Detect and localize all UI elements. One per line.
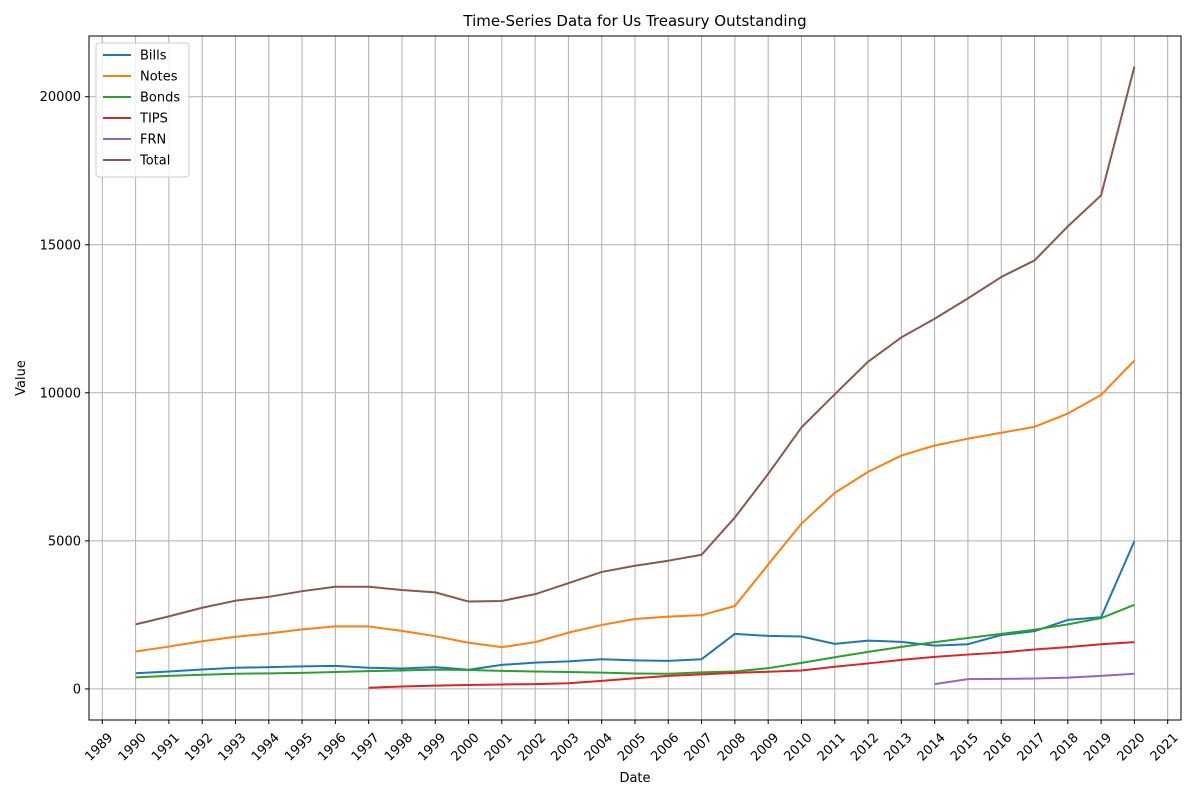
legend-label-frn: FRN bbox=[140, 133, 166, 148]
y-axis-label: Value bbox=[14, 360, 29, 396]
legend-label-tips: TIPS bbox=[139, 112, 168, 127]
series-line-tips bbox=[368, 641, 1135, 689]
series-line-total bbox=[135, 66, 1136, 626]
series-lines bbox=[135, 66, 1136, 689]
legend-label-notes: Notes bbox=[140, 70, 178, 85]
y-tick-label: 15000 bbox=[40, 238, 81, 253]
y-tick-label: 10000 bbox=[40, 386, 81, 401]
legend-label-bills: Bills bbox=[140, 49, 167, 64]
series-line-bills bbox=[135, 540, 1136, 675]
y-axis: 0 5000 10000 15000 20000 bbox=[40, 90, 89, 697]
series-line-frn bbox=[934, 672, 1135, 686]
chart-title: Time-Series Data for Us Treasury Outstan… bbox=[462, 12, 806, 30]
x-axis-label: Date bbox=[619, 771, 650, 786]
y-tick-label: 0 bbox=[73, 682, 81, 697]
legend-label-total: Total bbox=[139, 154, 170, 169]
series-line-notes bbox=[135, 359, 1136, 653]
series-line-bonds bbox=[135, 603, 1135, 679]
y-tick-label: 20000 bbox=[40, 90, 81, 105]
legend: Bills Notes Bonds TIPS FRN Total bbox=[95, 42, 190, 178]
legend-label-bonds: Bonds bbox=[140, 91, 180, 106]
y-tick-label: 5000 bbox=[48, 534, 81, 549]
